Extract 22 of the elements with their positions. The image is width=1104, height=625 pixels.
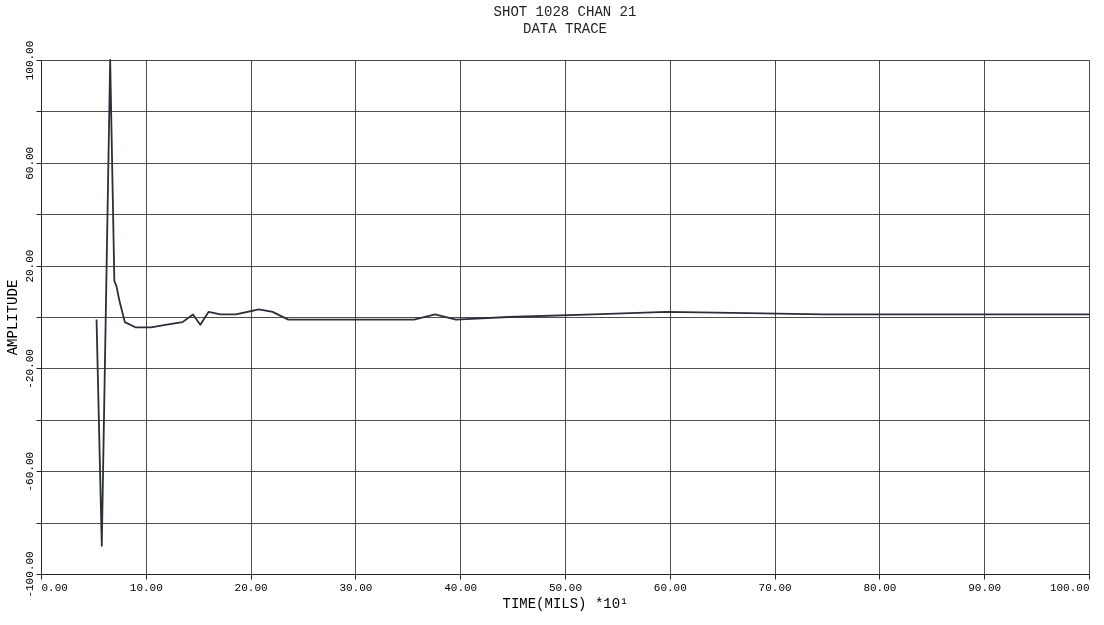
y-tick-label: 100.00 <box>23 40 36 81</box>
chart-title: SHOT 1028 CHAN 21 <box>493 4 637 21</box>
y-tick-label: 20.00 <box>23 249 36 283</box>
x-tick-label: 50.00 <box>548 581 583 594</box>
x-tick-label: 0.00 <box>41 581 68 594</box>
x-tick-label: 40.00 <box>444 581 478 594</box>
y-axis-title: AMPLITUDE <box>4 279 21 356</box>
chart-subtitle: DATA TRACE <box>522 21 608 38</box>
y-tick-label: 60.00 <box>23 146 36 180</box>
x-tick-label: 100.00 <box>1049 581 1090 594</box>
x-tick-label: 10.00 <box>129 581 163 594</box>
y-tick-label: -100.00 <box>23 551 36 598</box>
x-tick-label: 80.00 <box>863 581 897 594</box>
y-tick-label: -20.00 <box>23 349 36 389</box>
x-tick-label: 60.00 <box>653 581 687 594</box>
y-tick-label: -60.00 <box>23 451 36 492</box>
x-tick-label: 90.00 <box>968 581 1002 594</box>
x-tick-label: 20.00 <box>234 581 268 594</box>
line-series <box>95 59 1090 547</box>
x-axis-title: TIME(MILS) *10¹ <box>502 595 629 612</box>
x-tick-label: 70.00 <box>758 581 792 594</box>
x-tick-label: 30.00 <box>339 581 373 594</box>
